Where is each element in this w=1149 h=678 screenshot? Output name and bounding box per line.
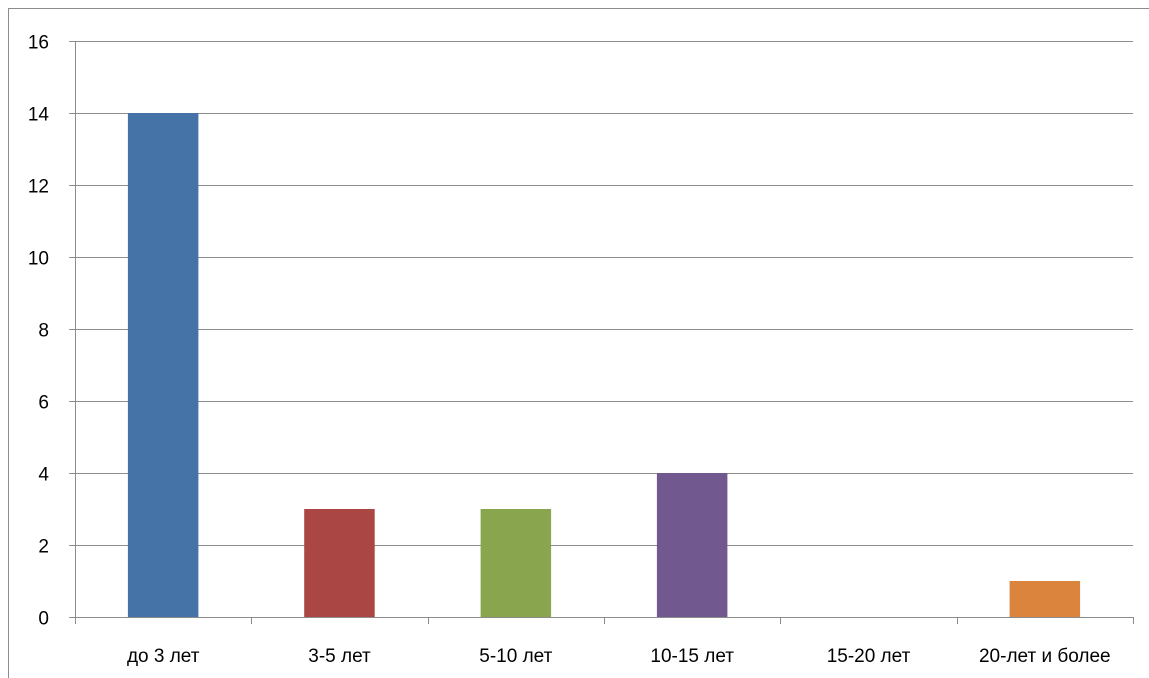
y-tick-label: 12	[28, 177, 49, 198]
gridlines	[75, 41, 1133, 546]
x-tick-label: 10-15 лет	[650, 646, 734, 667]
x-tick-label: 15-20 лет	[827, 646, 911, 667]
bar-2	[480, 509, 552, 617]
bar-5	[1009, 581, 1081, 617]
y-tick-label: 0	[38, 609, 49, 630]
y-tick-label: 6	[38, 393, 49, 414]
x-tick-label: 3-5 лет	[308, 646, 371, 667]
bar-0	[127, 113, 199, 617]
bars	[127, 113, 1081, 617]
y-tick-label: 16	[28, 33, 49, 54]
y-tick-label: 2	[38, 537, 49, 558]
y-tick-label: 14	[28, 105, 50, 126]
y-tick-label: 4	[38, 465, 49, 486]
bar-1	[304, 509, 375, 617]
y-tick-label: 8	[38, 321, 49, 342]
bar-3	[656, 473, 728, 617]
x-tick-labels: до 3 лет 3-5 лет 5-10 лет 10-15 лет 15-20 ле…	[127, 646, 1111, 667]
x-tick-label: до 3 лет	[127, 646, 200, 667]
y-tick-label: 10	[28, 249, 49, 270]
x-tick-label: 5-10 лет	[479, 646, 552, 667]
y-tick-labels: 0 2 4 6 8 10 12 14 16	[28, 33, 50, 630]
axes	[69, 41, 1134, 624]
x-tick-label: 20-лет и более	[979, 646, 1111, 667]
